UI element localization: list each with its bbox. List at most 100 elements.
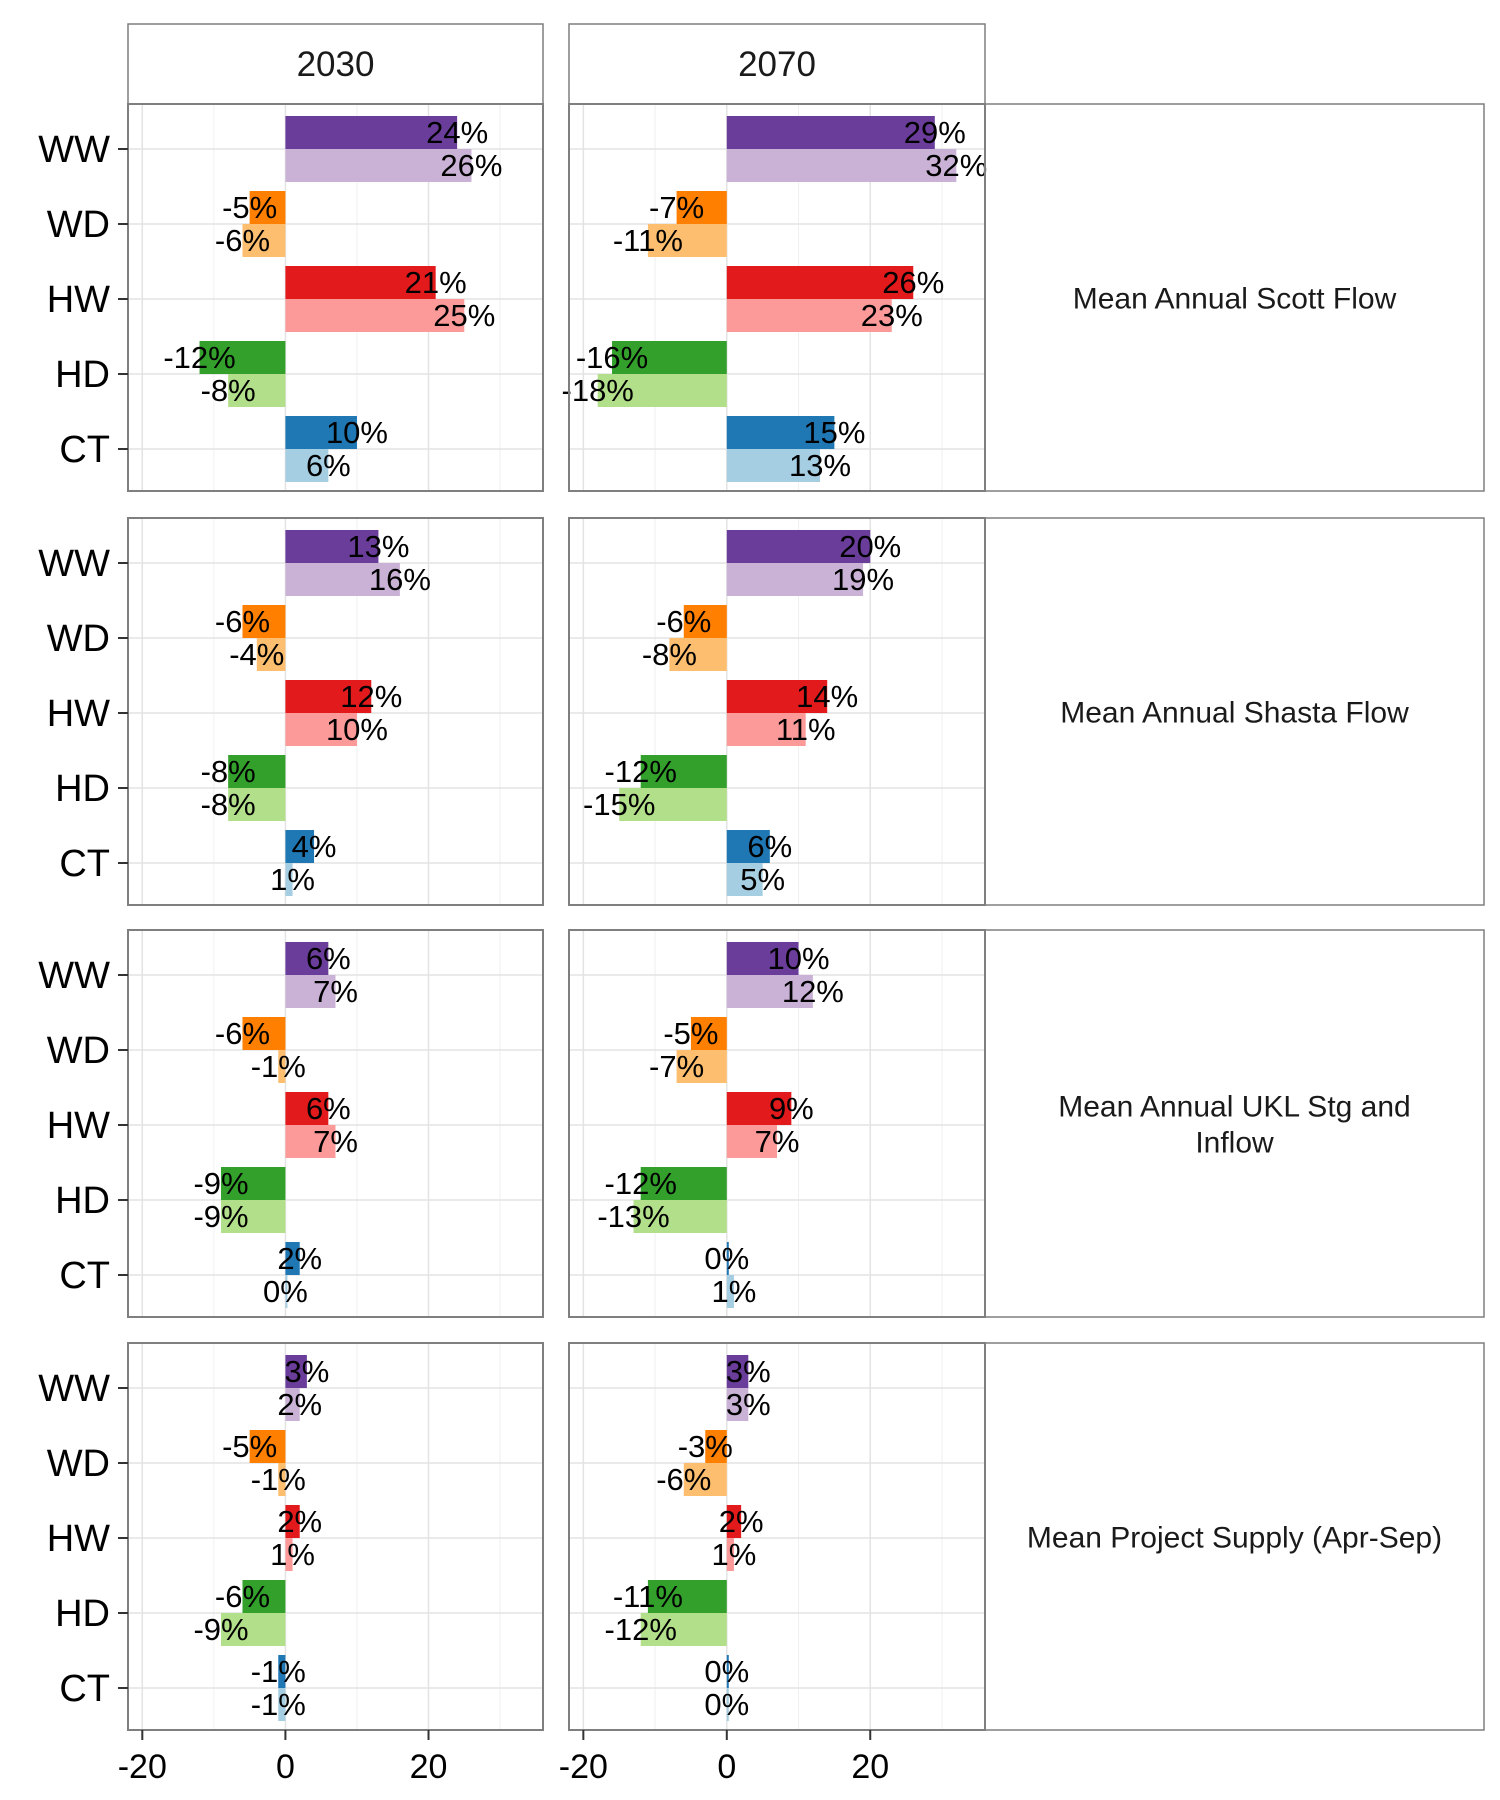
bar-label: -6%: [215, 604, 270, 639]
bar-2030-WD-1: [242, 605, 286, 638]
bar-2030-WD-2: [256, 638, 286, 671]
bar-label: 0%: [263, 1274, 308, 1309]
bar-2030-HD-1: [199, 341, 286, 374]
bar-2070-CT-1: [726, 416, 835, 449]
y-tick-label: HW: [47, 1518, 110, 1560]
bar-2070-WW-2: [726, 1388, 749, 1421]
bar-2070-HW-1: [726, 1505, 742, 1538]
bar-label: -7%: [649, 190, 704, 225]
bar-label: 0%: [704, 1241, 749, 1276]
bar-label: 24%: [426, 115, 488, 150]
row-strip-label: Mean Annual UKL Stg and: [1058, 1091, 1410, 1124]
bar-label: -8%: [642, 637, 697, 672]
bar-label: 0%: [704, 1687, 749, 1722]
x-tick-label: -20: [118, 1748, 167, 1786]
bar-2070-WW-1: [726, 116, 935, 149]
bar-2070-CT-1: [726, 830, 770, 863]
y-tick-label: HD: [55, 768, 110, 810]
bar-2030-WD-2: [242, 224, 286, 257]
bar-label: 0%: [704, 1654, 749, 1689]
bar-label: -9%: [193, 1612, 248, 1647]
bar-2030-WD-1: [249, 191, 286, 224]
bar-label: 21%: [405, 265, 467, 300]
bar-2070-CT-2: [726, 449, 821, 482]
y-tick-label: WD: [47, 204, 110, 246]
x-tick-label: 20: [851, 1748, 889, 1786]
bar-2070-WW-2: [726, 563, 864, 596]
bar-label: -12%: [605, 1612, 677, 1647]
bar-2070-HD-1: [647, 1580, 727, 1613]
bar-label: 12%: [340, 679, 402, 714]
bar-2030-HD-2: [228, 788, 286, 821]
bar-2030-WW-2: [285, 1388, 300, 1421]
bar-2030-CT-2: [285, 863, 293, 896]
bar-label: -11%: [613, 1579, 683, 1614]
bar-label: 3%: [284, 1354, 329, 1389]
bar-2070-WD-2: [669, 638, 727, 671]
bar-2070-WD-1: [705, 1430, 727, 1463]
bar-2030-CT-1: [285, 1242, 300, 1275]
bar-2030-WW-2: [285, 149, 472, 182]
bar-label: 2%: [719, 1504, 764, 1539]
panel-border-2030: [127, 929, 544, 1318]
bar-label: -12%: [163, 340, 235, 375]
bar-2030-WW-1: [285, 530, 379, 563]
bar-label: -8%: [201, 754, 256, 789]
panel-border-2070: [568, 517, 986, 906]
bar-label: 10%: [767, 941, 829, 976]
bar-2030-HD-2: [228, 374, 286, 407]
bar-2030-HD-1: [221, 1167, 286, 1200]
bar-2030-CT-1: [285, 830, 315, 863]
panel-border-2030: [127, 517, 544, 906]
bar-2070-HW-2: [726, 1125, 777, 1158]
bar-2030-CT-2: [278, 1688, 286, 1721]
bar-label: 32%: [925, 148, 987, 183]
bar-2070-WD-2: [683, 1463, 727, 1496]
bar-label: -4%: [229, 637, 284, 672]
y-tick-label: CT: [59, 1255, 110, 1297]
y-tick-label: HD: [55, 354, 110, 396]
x-tick-label: -20: [559, 1748, 608, 1786]
bar-2070-HW-2: [726, 299, 892, 332]
bar-2070-CT-2: [726, 1275, 734, 1308]
bar-label: 9%: [769, 1091, 814, 1126]
column-strip-label-2070: 2070: [738, 45, 816, 84]
bar-2070-HW-2: [726, 1538, 734, 1571]
bar-label: -1%: [251, 1687, 306, 1722]
bar-2030-WW-1: [285, 116, 458, 149]
bar-2070-HD-1: [640, 1167, 727, 1200]
bar-2030-HD-2: [221, 1200, 286, 1233]
bar-label: 14%: [796, 679, 858, 714]
bar-label: -6%: [656, 604, 711, 639]
bar-label: -12%: [605, 754, 677, 789]
bar-label: -5%: [222, 190, 277, 225]
panel-border-2030: [127, 1342, 544, 1731]
bar-label: 12%: [782, 974, 844, 1009]
bar-label: 13%: [789, 448, 851, 483]
bar-2030-HD-1: [228, 755, 286, 788]
bar-label: 6%: [306, 941, 351, 976]
y-tick-label: HW: [47, 279, 110, 321]
panel-border-2070: [568, 1342, 986, 1731]
bar-2070-WW-2: [726, 149, 957, 182]
bar-label: -6%: [215, 1016, 270, 1051]
bar-2070-CT-1: [726, 1242, 729, 1275]
y-tick-label: HD: [55, 1593, 110, 1635]
bar-2030-WD-1: [249, 1430, 286, 1463]
bar-2070-HW-1: [726, 1092, 792, 1125]
bar-label: -5%: [222, 1429, 277, 1464]
bar-label: 6%: [306, 448, 351, 483]
bar-2030-WD-1: [242, 1017, 286, 1050]
bar-2070-WW-1: [726, 942, 799, 975]
bar-label: -16%: [576, 340, 648, 375]
bar-2070-WD-1: [690, 1017, 727, 1050]
bar-label: 5%: [740, 862, 785, 897]
bar-label: -18%: [562, 373, 634, 408]
bar-label: 2%: [277, 1241, 322, 1276]
bar-2030-WW-1: [285, 1355, 307, 1388]
y-tick-label: WW: [38, 955, 110, 997]
bar-label: 11%: [776, 712, 836, 747]
bar-label: -13%: [597, 1199, 669, 1234]
bar-label: 7%: [313, 1124, 358, 1159]
bar-label: 26%: [882, 265, 944, 300]
